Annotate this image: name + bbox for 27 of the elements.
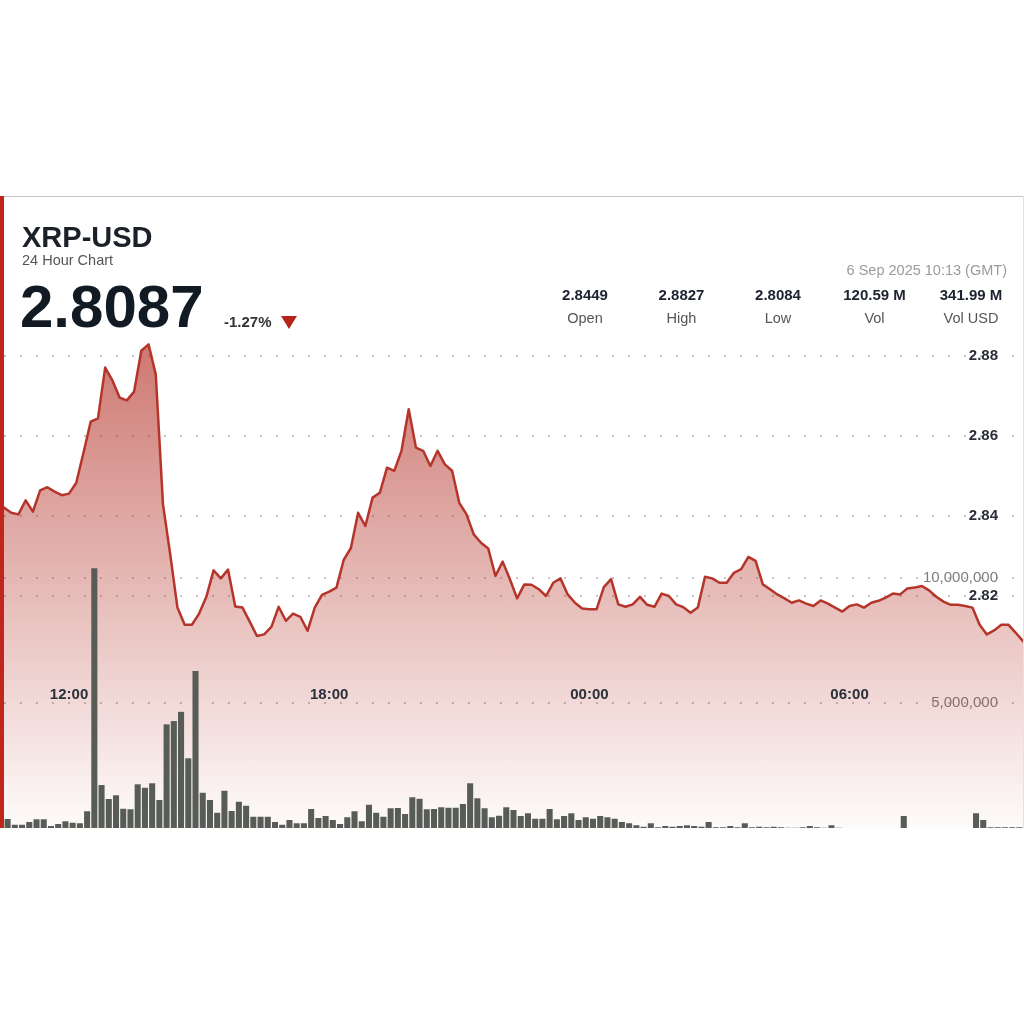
y-tick-label: 2.82: [968, 586, 998, 604]
y2-tick-label: 5,000,000: [931, 693, 998, 711]
x-tick-label: 12:00: [49, 685, 89, 703]
annotation: Vol USD: [943, 310, 999, 326]
annotation: Open: [567, 310, 603, 326]
text: XRP-USD: [22, 221, 153, 253]
annotation: 2.8449: [562, 286, 608, 303]
bar: [828, 825, 835, 828]
y-tick-label: 2.86: [968, 426, 998, 444]
annotation: -1.27%: [224, 313, 272, 330]
annotation: Low: [764, 310, 792, 326]
text: 24 Hour Chart: [22, 252, 114, 268]
x-tick-label: 06:00: [830, 685, 869, 703]
annotation: 120.59 M: [843, 286, 906, 303]
y-tick-label: 2.88: [968, 346, 998, 364]
y-tick-label: 2.84: [968, 506, 999, 524]
annotation: High: [666, 310, 697, 326]
x-tick-label: 00:00: [570, 685, 609, 703]
annotation: 2.8084: [755, 286, 801, 303]
annotation: Vol: [864, 310, 885, 326]
y2-tick-label: 10,000,000: [922, 568, 998, 586]
bar: [900, 816, 907, 828]
annotation: 2.8827: [658, 286, 705, 303]
annotation: 2.8087: [20, 273, 204, 340]
annotation: 341.99 M: [939, 286, 1003, 303]
annotation: 6 Sep 2025 10:13 (GMT): [846, 262, 1007, 278]
x-tick-label: 18:00: [310, 685, 349, 703]
